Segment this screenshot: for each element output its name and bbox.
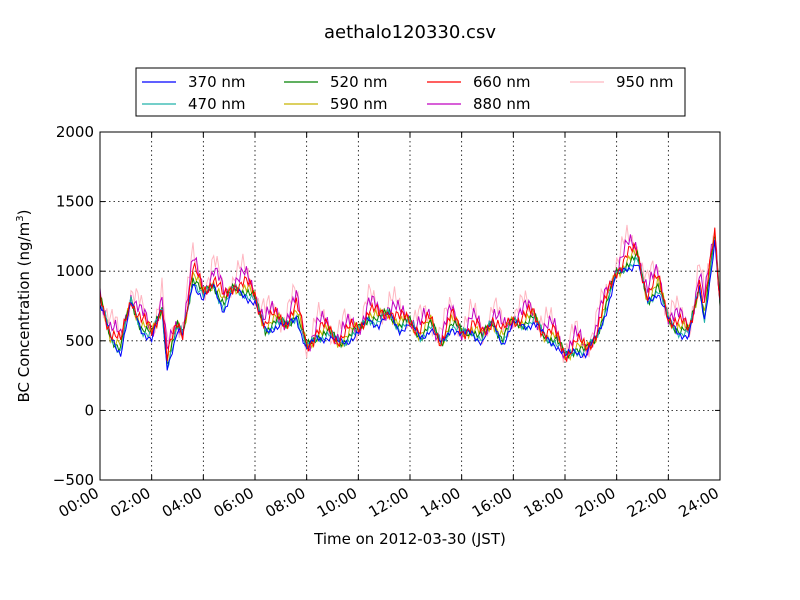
y-axis-label-superscript: 3 [15,215,26,221]
series-layer [99,224,721,371]
y-axis-label: BC Concentration (ng/m3) [15,210,33,403]
legend-items: 370 nm 470 nm 520 nm 590 nm 660 nm 880 nm 950 … [142,73,674,113]
legend-label: 520 nm [330,73,388,91]
legend-label: 370 nm [188,73,246,91]
plot-background [100,132,720,480]
y-tick-label: 1500 [56,193,94,211]
series-line-470-nm [99,238,721,370]
tick-layer [99,131,721,481]
legend-label: 660 nm [473,73,531,91]
y-tick-label: 2000 [56,123,94,141]
legend-label: 590 nm [330,95,388,113]
y-axis-label-close: ) [15,210,33,216]
y-axis-label-main: BC Concentration (ng/m [15,222,33,403]
legend-label: 880 nm [473,95,531,113]
chart-title: aethalo120330.csv [324,22,496,43]
y-tick-labels: −500 0 500 1000 1500 2000 [53,123,94,489]
plot-area [99,131,721,481]
legend-label: 950 nm [616,73,674,91]
x-axis-label: Time on 2012-03-30 (JST) [313,530,506,548]
y-tick-label: 500 [65,332,94,350]
series-line-520-nm [99,236,721,365]
y-tick-label: 0 [84,401,94,419]
y-tick-label: 1000 [56,262,94,280]
legend-box [135,67,686,117]
series-line-660-nm [99,227,721,363]
legend: 370 nm 470 nm 520 nm 590 nm 660 nm 880 nm 950 … [135,67,686,117]
legend-label: 470 nm [188,95,246,113]
y-tick-label: −500 [53,471,94,489]
